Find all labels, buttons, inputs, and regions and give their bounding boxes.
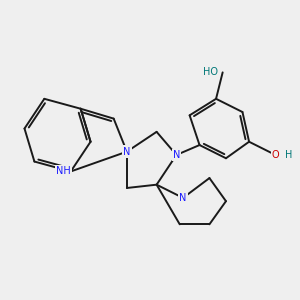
Text: N: N [179,193,187,203]
Text: NH: NH [56,167,71,176]
Text: O: O [272,150,279,160]
Text: N: N [123,147,130,157]
Text: HO: HO [203,68,218,77]
Text: N: N [173,150,180,160]
Text: H: H [285,150,293,160]
